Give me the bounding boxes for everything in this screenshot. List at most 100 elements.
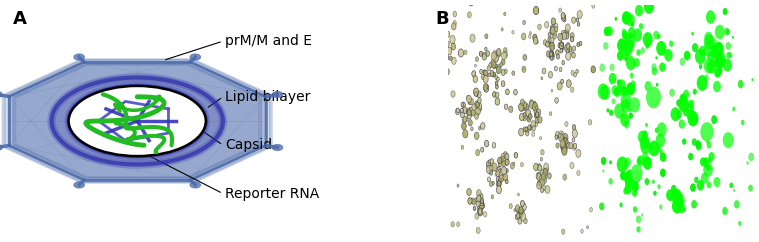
Circle shape [489,63,492,68]
Circle shape [641,139,650,154]
Circle shape [449,56,452,60]
Circle shape [440,13,446,21]
Circle shape [423,0,427,8]
Circle shape [468,110,471,116]
Circle shape [550,112,552,116]
Circle shape [417,8,423,16]
Circle shape [712,48,720,60]
Circle shape [655,128,659,133]
Circle shape [657,184,661,189]
Circle shape [615,90,619,97]
Circle shape [491,195,494,199]
Circle shape [707,157,711,164]
Circle shape [688,111,698,127]
Circle shape [550,52,553,56]
Circle shape [561,43,563,46]
Circle shape [483,70,487,75]
Circle shape [442,57,445,61]
Circle shape [559,42,564,49]
Circle shape [446,31,450,38]
Circle shape [521,102,526,110]
Circle shape [537,182,541,189]
Circle shape [551,89,553,92]
Circle shape [751,78,754,82]
Circle shape [542,68,546,74]
Circle shape [429,32,431,36]
Circle shape [468,107,474,115]
Circle shape [477,195,481,200]
Circle shape [540,188,543,193]
Circle shape [625,158,631,167]
Circle shape [554,23,558,29]
Circle shape [715,54,725,69]
Circle shape [535,112,539,117]
Circle shape [493,166,496,171]
Circle shape [533,34,537,41]
Circle shape [477,98,481,103]
Circle shape [606,108,609,113]
Circle shape [481,74,484,80]
Circle shape [738,221,742,226]
Ellipse shape [68,86,206,156]
Circle shape [450,35,455,44]
Circle shape [527,116,530,121]
Circle shape [528,114,531,119]
Circle shape [473,76,477,83]
Circle shape [514,89,517,95]
Circle shape [704,157,708,164]
Circle shape [548,37,551,42]
Circle shape [691,138,697,146]
Circle shape [569,143,573,149]
Circle shape [625,169,634,182]
Circle shape [626,56,636,70]
Circle shape [540,136,542,140]
Circle shape [405,45,409,53]
Circle shape [709,62,710,65]
Circle shape [692,43,698,52]
Circle shape [609,73,616,84]
Circle shape [521,200,524,207]
Circle shape [543,170,546,175]
Circle shape [565,24,570,32]
Circle shape [441,40,445,46]
Circle shape [562,147,567,155]
Circle shape [480,147,483,152]
Circle shape [622,29,626,35]
Circle shape [505,89,509,95]
Circle shape [565,33,569,39]
Polygon shape [9,62,266,180]
Circle shape [550,52,553,58]
Circle shape [734,200,740,209]
Circle shape [620,113,629,126]
Circle shape [502,160,505,166]
Circle shape [550,25,554,31]
Circle shape [705,138,710,144]
Circle shape [628,102,635,112]
Circle shape [622,30,628,39]
Circle shape [624,34,630,43]
Circle shape [559,131,564,139]
Circle shape [503,152,507,158]
Circle shape [428,49,433,57]
Circle shape [469,98,474,105]
Circle shape [636,49,641,56]
Circle shape [436,41,439,46]
Circle shape [0,92,2,98]
Circle shape [433,31,437,38]
Circle shape [74,182,84,188]
Circle shape [642,152,648,162]
Circle shape [620,171,626,180]
Circle shape [421,15,425,20]
Circle shape [485,34,488,39]
Circle shape [475,57,479,62]
Circle shape [483,83,488,91]
Circle shape [460,111,465,118]
Circle shape [522,67,524,70]
Circle shape [521,213,526,221]
Circle shape [562,60,565,65]
Circle shape [565,45,568,49]
Polygon shape [5,60,270,182]
Circle shape [635,5,643,16]
Circle shape [461,108,463,113]
Circle shape [673,189,678,197]
